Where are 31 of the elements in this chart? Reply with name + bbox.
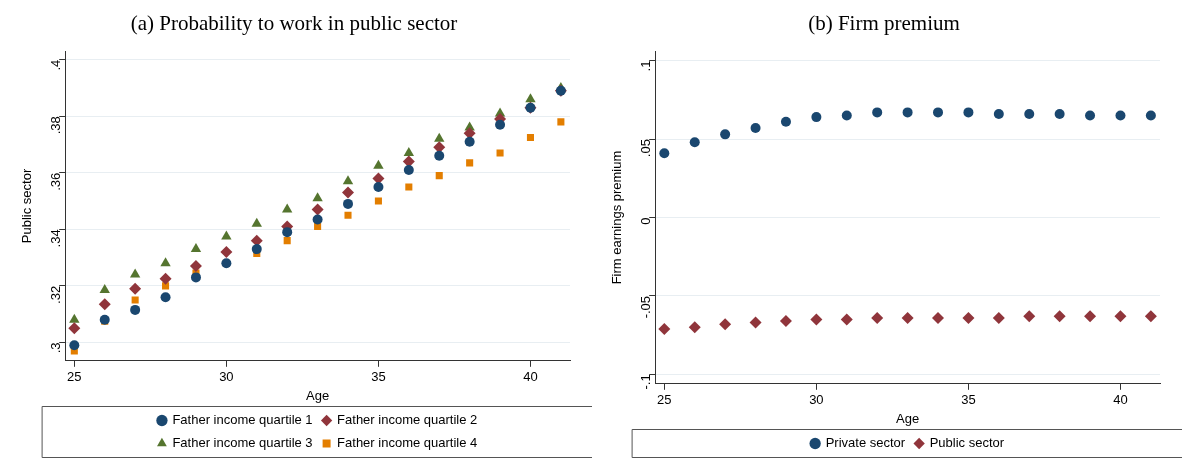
x-tick-label: 25	[657, 392, 672, 408]
y-tick-label: .34	[47, 229, 63, 248]
y-tick-label: .36	[47, 172, 63, 191]
chart-title: (b) Firm premium	[808, 11, 960, 36]
y-tick-label: .1	[637, 60, 653, 72]
y-tick-label: .4	[47, 59, 63, 71]
chart-title: (a) Probability to work in public sector	[130, 11, 458, 36]
y-tick-label: 0	[637, 217, 653, 225]
legend-label: Father income quartile 3	[172, 435, 313, 451]
legend-label: Father income quartile 2	[337, 412, 478, 428]
x-axis-title: Age	[896, 410, 920, 426]
x-tick-label: 40	[523, 369, 538, 385]
x-tick-label: 30	[809, 392, 824, 408]
legend-label: Father income quartile 1	[172, 412, 313, 428]
y-axis-title: Public sector	[19, 168, 35, 244]
legend-label: Private sector	[825, 435, 906, 451]
y-axis-title: Firm earnings premium	[609, 150, 625, 285]
y-tick-label: .38	[47, 116, 63, 135]
y-tick-label: -.05	[637, 295, 653, 319]
y-tick-label: -.1	[637, 374, 653, 390]
x-tick-label: 35	[371, 369, 386, 385]
x-tick-label: 35	[961, 392, 976, 408]
legend-label: Public sector	[929, 435, 1005, 451]
y-tick-label: .05	[637, 139, 653, 158]
x-tick-label: 40	[1113, 392, 1128, 408]
legend-label: Father income quartile 4	[337, 435, 478, 451]
x-tick-label: 25	[67, 369, 82, 385]
y-tick-label: .3	[47, 342, 63, 354]
x-axis-title: Age	[306, 387, 330, 403]
x-tick-label: 30	[219, 369, 234, 385]
y-tick-label: .32	[47, 285, 63, 304]
